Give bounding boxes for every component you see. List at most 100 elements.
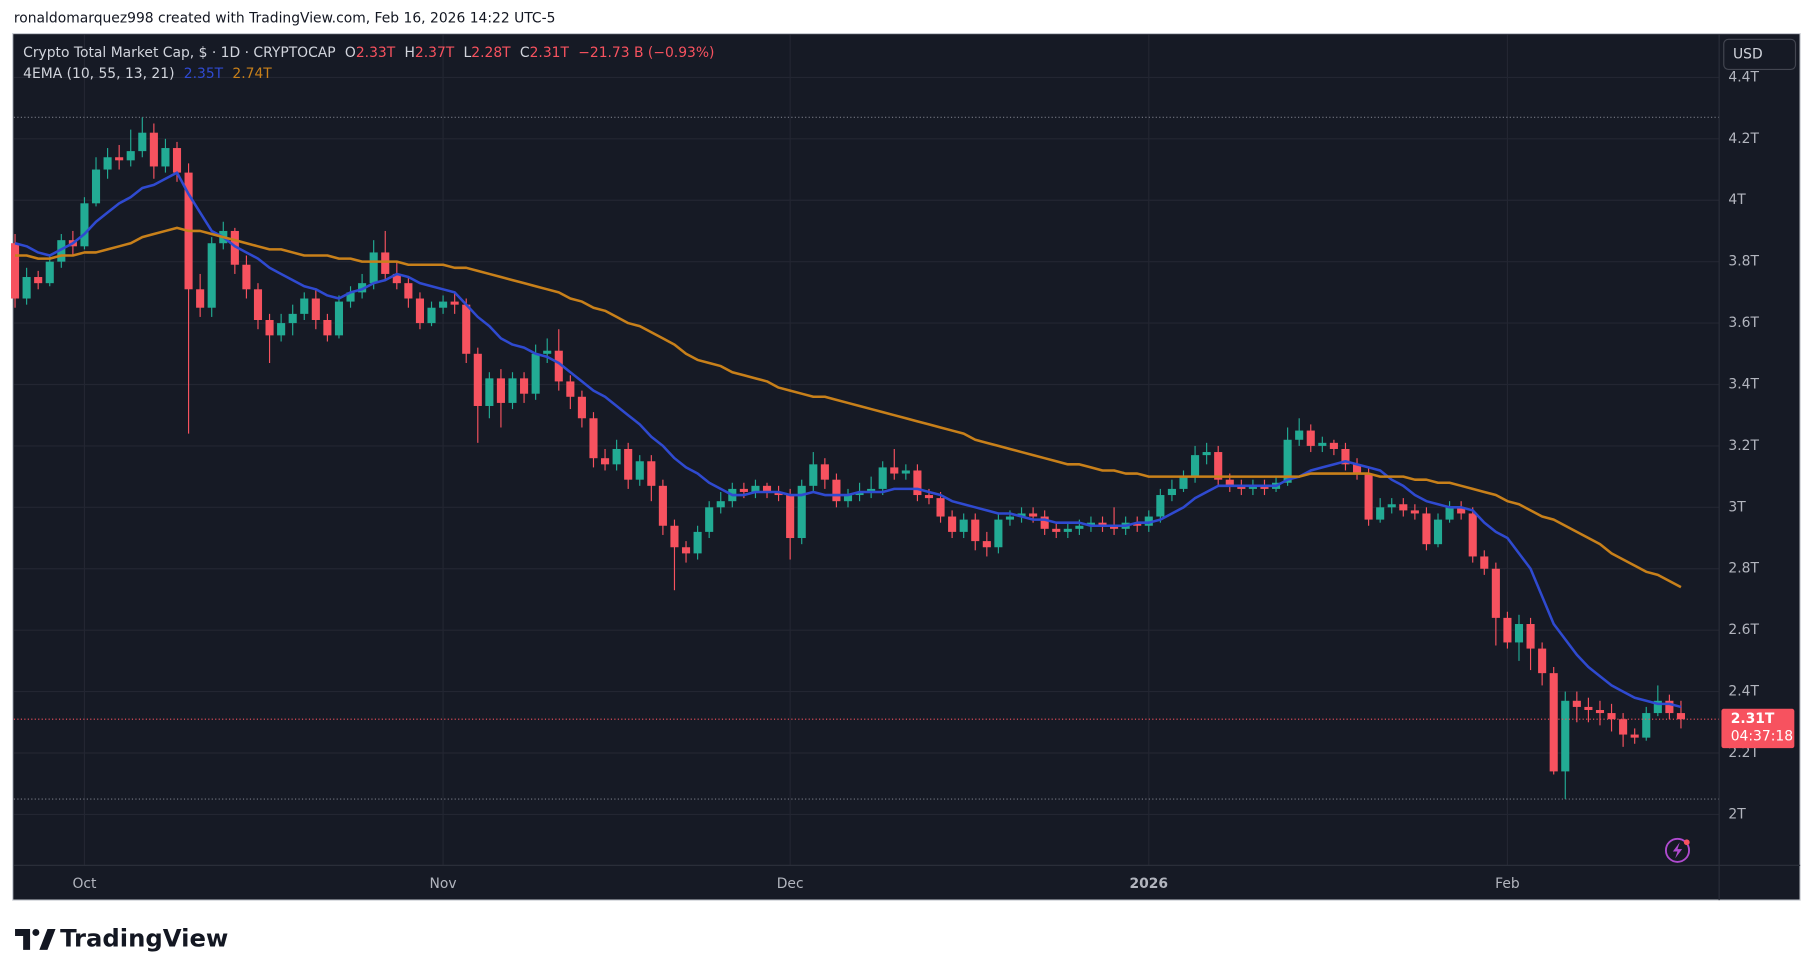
indicator-value: 2.35T — [184, 66, 224, 82]
candle-body — [566, 381, 575, 397]
candle-body — [1214, 452, 1223, 480]
candle-body — [681, 547, 691, 554]
candle-body — [716, 501, 725, 508]
candle-body — [462, 304, 471, 354]
candle-body — [1283, 439, 1292, 483]
candle-body — [427, 307, 436, 324]
candle-body — [1017, 513, 1026, 517]
candle-body — [647, 461, 656, 486]
candle-body — [346, 292, 355, 302]
candle-body — [126, 151, 135, 161]
candle-body — [1607, 713, 1616, 720]
plot-layer — [10, 34, 1720, 866]
candle-body — [1237, 485, 1246, 489]
ema-line — [15, 226, 1682, 589]
candle-body — [230, 230, 239, 265]
candle-body — [34, 277, 43, 284]
candle-body — [1549, 673, 1558, 772]
icon-circle — [1664, 837, 1690, 863]
indicator-legend: 4EMA (10, 55, 13, 21) 2.35T 2.74T — [23, 66, 272, 82]
candle-body — [1642, 713, 1651, 738]
candle-body — [762, 485, 772, 492]
ema-line — [14, 171, 1682, 709]
ohlc-value: 2.31T — [530, 45, 570, 61]
ohlc-value: 2.37T — [415, 45, 455, 61]
candle-body — [1457, 507, 1466, 514]
candle-body — [1387, 504, 1396, 508]
candle-body — [1225, 479, 1234, 486]
candle-body — [1352, 464, 1362, 474]
candle-body — [1040, 516, 1049, 529]
candle-body — [138, 132, 147, 152]
candle-body — [172, 148, 182, 173]
currency-label[interactable]: USD — [1733, 46, 1763, 62]
candle-body — [277, 323, 286, 336]
symbol-title: Crypto Total Market Cap, $ · 1D · CRYPTO… — [23, 45, 336, 61]
y-tick-label: 2.2T — [1728, 745, 1759, 761]
candle-body — [1410, 510, 1419, 514]
icon-dot — [1683, 839, 1690, 846]
candle-body — [751, 485, 760, 492]
candle-body — [809, 464, 818, 486]
candle-body — [1433, 519, 1443, 545]
candle-body — [1422, 513, 1431, 545]
candle-body — [1480, 556, 1489, 569]
x-tick-label: Oct — [72, 876, 97, 892]
candle-body — [242, 264, 251, 290]
candle-body — [774, 491, 783, 496]
candle-body — [1144, 516, 1153, 526]
countdown-label: 04:37:18 — [1731, 729, 1793, 745]
candle-body — [496, 378, 505, 403]
candle-body — [786, 495, 795, 539]
lightning-icon[interactable] — [1664, 837, 1690, 863]
candle-body — [959, 519, 968, 532]
y-tick-label: 3.6T — [1728, 315, 1759, 331]
candle-body — [1514, 624, 1524, 643]
legend-line: Crypto Total Market Cap, $ · 1D · CRYPTO… — [23, 45, 714, 61]
candle-body — [1503, 617, 1512, 643]
candle-body — [982, 541, 991, 548]
candle-body — [589, 418, 598, 459]
x-tick-label: Feb — [1495, 876, 1520, 892]
candle-body — [739, 488, 748, 492]
candle-body — [901, 470, 910, 474]
candle-body — [1202, 452, 1211, 456]
candle-body — [1167, 488, 1176, 496]
candle-body — [1098, 522, 1107, 526]
candle-body — [867, 488, 876, 492]
candle-body — [207, 243, 216, 308]
icon-bolt — [1672, 842, 1683, 859]
candle-body — [1191, 455, 1200, 477]
ohlc-key: H — [404, 45, 414, 61]
y-tick-label: 3.2T — [1728, 438, 1759, 454]
ohlc-key: O — [345, 45, 356, 61]
candle-body — [161, 148, 170, 167]
candle-body — [57, 240, 66, 262]
candle-body — [1156, 495, 1165, 517]
candle-body — [45, 261, 54, 284]
candle-body — [1630, 734, 1639, 738]
candle-body — [1063, 528, 1072, 532]
candle-body — [624, 448, 633, 480]
indicator-name: 4EMA (10, 55, 13, 21) — [23, 66, 174, 82]
candle-body — [1306, 430, 1315, 446]
candle-body — [1075, 525, 1084, 529]
change: −21.73 B (−0.93%) — [578, 45, 714, 61]
candle-body — [635, 461, 644, 480]
x-tick-label: Dec — [777, 876, 804, 892]
candle-body — [115, 157, 124, 161]
indicator-value: 2.74T — [232, 66, 272, 82]
candle-body — [1110, 525, 1119, 529]
candle-body — [300, 298, 309, 314]
candle-body — [924, 495, 934, 499]
candle-body — [404, 283, 413, 299]
currency-button[interactable] — [1723, 38, 1797, 71]
candle-body — [253, 289, 263, 321]
candle-body — [936, 498, 945, 517]
candle-body — [1086, 522, 1095, 526]
candle-body — [1584, 706, 1593, 710]
candle-body — [705, 507, 714, 532]
last-price-label: 2.31T — [1731, 711, 1775, 727]
candle-body — [994, 519, 1003, 548]
